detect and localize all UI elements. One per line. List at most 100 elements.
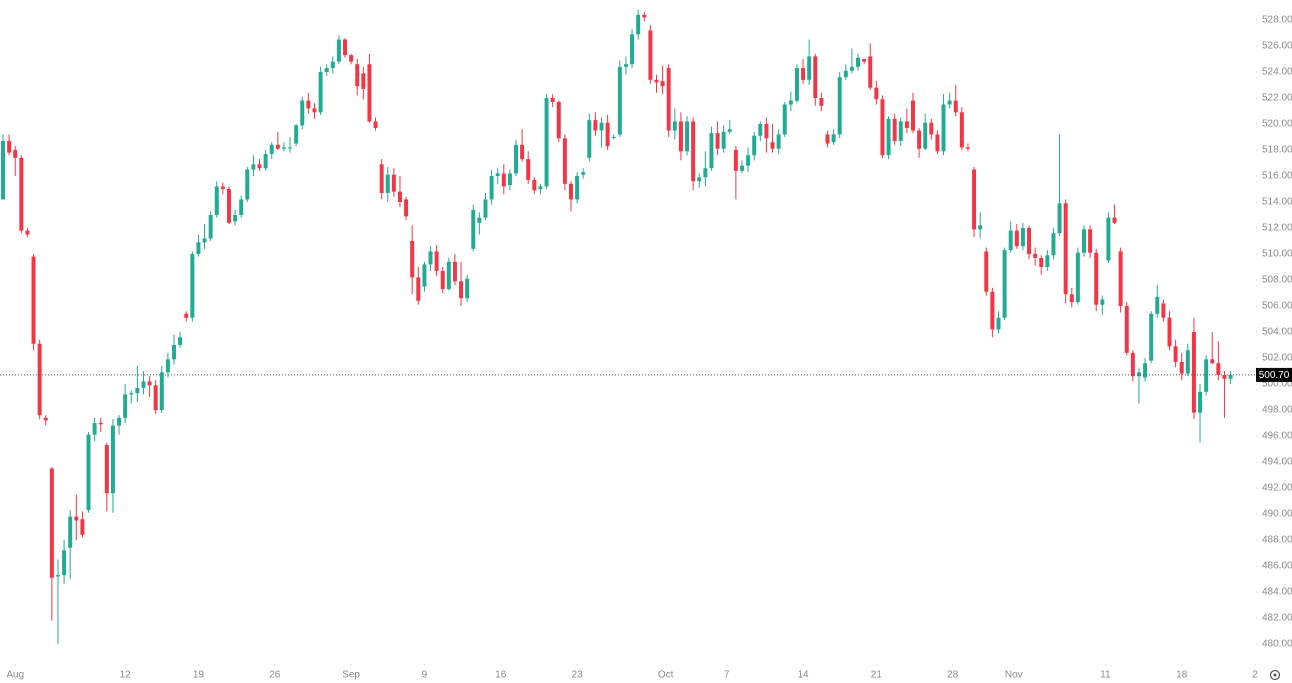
candle-body <box>843 70 848 78</box>
candle-body <box>1094 252 1099 305</box>
candle-body <box>373 121 378 128</box>
candle-body <box>593 120 598 131</box>
last-price-box <box>1256 367 1292 382</box>
candle-body <box>1173 346 1178 362</box>
candle-body <box>581 172 586 175</box>
candle-body <box>233 215 238 222</box>
candle-body <box>37 343 42 416</box>
candle-body <box>617 66 622 135</box>
x-tick-label: 11 <box>1100 670 1111 681</box>
settings-icon[interactable] <box>1269 669 1281 681</box>
candle-body <box>391 174 396 192</box>
candle-body <box>953 100 958 113</box>
candle-body <box>1039 257 1044 268</box>
candle-body <box>1118 251 1123 307</box>
x-tick-label: 19 <box>193 670 205 681</box>
candle-body <box>275 144 280 149</box>
candle-body <box>715 133 720 149</box>
candle-body <box>941 104 946 152</box>
candle-body <box>721 131 726 149</box>
candle-body <box>1136 372 1141 377</box>
candle-body <box>917 130 922 149</box>
candle-body <box>1002 250 1007 318</box>
candle-body <box>422 264 427 287</box>
candle-body <box>43 417 48 421</box>
candle-body <box>544 98 549 187</box>
settings-gear-center[interactable] <box>1273 673 1277 677</box>
candle-body <box>1100 299 1105 305</box>
y-tick-label: 512.00 <box>1262 223 1292 234</box>
candle-body <box>654 79 659 83</box>
candle-body <box>538 186 543 190</box>
candle-body <box>367 64 372 122</box>
candle-body <box>727 129 732 132</box>
candle-body <box>446 261 451 290</box>
candle-body <box>514 144 518 174</box>
candle-body <box>92 423 97 435</box>
x-tick-label: 2 <box>1252 670 1258 681</box>
candle-body <box>404 199 409 217</box>
candle-body <box>410 241 415 278</box>
candle-body <box>697 177 702 182</box>
candle-body <box>599 122 604 131</box>
candle-body <box>74 516 79 521</box>
candle-body <box>397 191 402 203</box>
candle-body <box>379 164 384 193</box>
candle-body <box>587 120 592 158</box>
candle-body <box>1222 374 1227 379</box>
y-tick-label: 526.00 <box>1262 41 1292 52</box>
y-tick-label: 514.00 <box>1262 197 1292 208</box>
candle-body <box>495 173 500 177</box>
candle-body <box>947 100 952 105</box>
candle-body <box>898 121 903 141</box>
candle-body <box>269 144 274 154</box>
candle-body <box>1045 255 1050 268</box>
candle-body <box>245 169 250 200</box>
candle-body <box>520 144 525 160</box>
candle-body <box>214 186 219 216</box>
candle-body <box>68 516 73 548</box>
candle-body <box>1179 361 1184 374</box>
y-tick-label: 488.00 <box>1262 535 1292 546</box>
y-tick-label: 510.00 <box>1262 249 1292 260</box>
candle-body <box>1051 233 1056 256</box>
candle-body <box>733 150 738 171</box>
candle-body <box>623 64 628 67</box>
candle-body <box>1008 230 1013 251</box>
y-tick-label: 504.00 <box>1262 327 1292 338</box>
candle-body <box>208 215 213 239</box>
candle-body <box>190 254 195 318</box>
candle-body <box>306 100 311 109</box>
candle-body <box>355 64 360 87</box>
candle-body <box>1106 217 1111 261</box>
settings-gear[interactable] <box>1269 669 1281 681</box>
candle-body <box>489 176 494 200</box>
x-tick-label: 16 <box>495 670 507 681</box>
candle-body <box>709 133 714 169</box>
candle-body <box>526 159 531 180</box>
candle-body <box>202 238 207 243</box>
candle-body <box>1198 391 1203 413</box>
candle-body <box>86 434 91 511</box>
candle-body <box>31 256 36 344</box>
x-tick-label: Nov <box>1005 670 1023 681</box>
candle-body <box>1228 374 1233 379</box>
candle-body <box>776 134 781 149</box>
candle-body <box>1033 254 1038 258</box>
candle-body <box>7 140 12 153</box>
candle-body <box>764 124 769 139</box>
y-tick-label: 492.00 <box>1262 483 1292 494</box>
candle-body <box>1082 229 1086 253</box>
y-tick-label: 522.00 <box>1262 93 1292 104</box>
candle-body <box>104 445 109 494</box>
x-tick-label: 21 <box>871 670 883 681</box>
candle-body <box>782 104 787 135</box>
candle-body <box>507 173 512 186</box>
candle-body <box>868 56 873 88</box>
candle-body <box>611 137 616 139</box>
candle-body <box>452 261 457 282</box>
candle-body <box>819 98 824 106</box>
candle-body <box>959 112 964 148</box>
candle-body <box>1014 230 1019 247</box>
candle-body <box>1 140 5 200</box>
